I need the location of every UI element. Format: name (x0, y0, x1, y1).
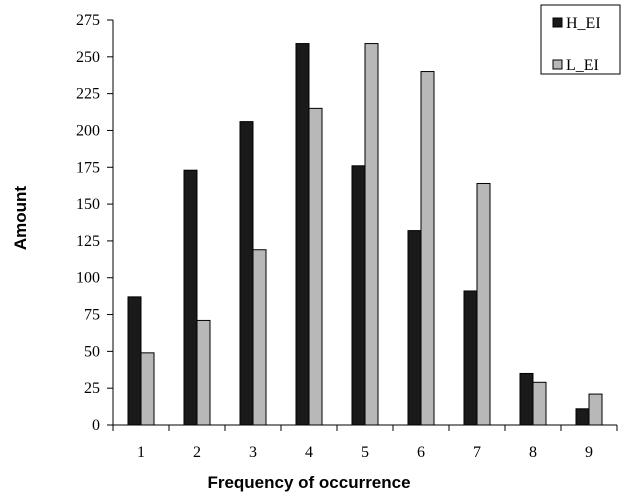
bars-group (127, 43, 603, 426)
bar-h-ei-3 (239, 121, 254, 426)
x-tick-label: 1 (137, 444, 145, 461)
y-tick-label: 225 (76, 86, 100, 103)
y-tick-label: 0 (92, 417, 100, 434)
y-tick-label: 275 (76, 12, 100, 29)
bar-h-ei-1 (127, 296, 142, 426)
bar-l-ei-6 (420, 71, 435, 426)
x-tick-label: 8 (529, 444, 537, 461)
bar-l-ei-8 (532, 381, 547, 426)
x-axis-title: Frequency of occurrence (207, 473, 410, 492)
x-tick-label: 6 (417, 444, 425, 461)
bar-h-ei-2 (183, 169, 198, 426)
bar-h-ei-6 (407, 230, 422, 426)
y-tick-label: 125 (76, 233, 100, 250)
legend-swatch-l-ei (552, 59, 563, 70)
x-tick-label: 3 (249, 444, 257, 461)
y-axis-title: Amount (11, 186, 30, 251)
bar-h-ei-7 (463, 290, 478, 426)
legend-label-h-ei: H_EI (566, 15, 601, 32)
y-tick-label: 250 (76, 49, 100, 66)
y-tick-label: 200 (76, 122, 100, 139)
x-axis-ticks: 1 2 3 4 5 6 7 8 9 (112, 425, 618, 461)
y-tick-label: 25 (84, 380, 100, 397)
y-tick-label: 50 (84, 343, 100, 360)
legend-swatch-h-ei (552, 17, 563, 28)
y-tick-label: 100 (76, 270, 100, 287)
bar-h-ei-9 (575, 408, 590, 426)
y-tick-label: 175 (76, 159, 100, 176)
bar-l-ei-9 (588, 393, 603, 426)
bar-l-ei-3 (252, 249, 267, 426)
y-axis-ticks: 0 25 50 75 100 125 150 175 200 225 250 275 (76, 12, 113, 434)
bar-h-ei-5 (351, 165, 366, 426)
legend: H_EI L_EI (540, 4, 621, 75)
x-tick-label: 9 (585, 444, 593, 461)
x-tick-label: 7 (473, 444, 481, 461)
x-tick-label: 5 (361, 444, 369, 461)
bar-l-ei-4 (308, 107, 323, 426)
y-tick-label: 150 (76, 196, 100, 213)
legend-label-l-ei: L_EI (566, 57, 599, 74)
y-tick-label: 75 (84, 307, 100, 324)
bar-l-ei-5 (364, 43, 379, 426)
bar-l-ei-7 (476, 182, 491, 426)
bar-h-ei-4 (295, 43, 310, 426)
bar-l-ei-2 (196, 319, 211, 426)
bar-h-ei-8 (519, 372, 534, 426)
x-tick-label: 2 (193, 444, 201, 461)
x-tick-label: 4 (305, 444, 313, 461)
bar-l-ei-1 (140, 352, 155, 426)
